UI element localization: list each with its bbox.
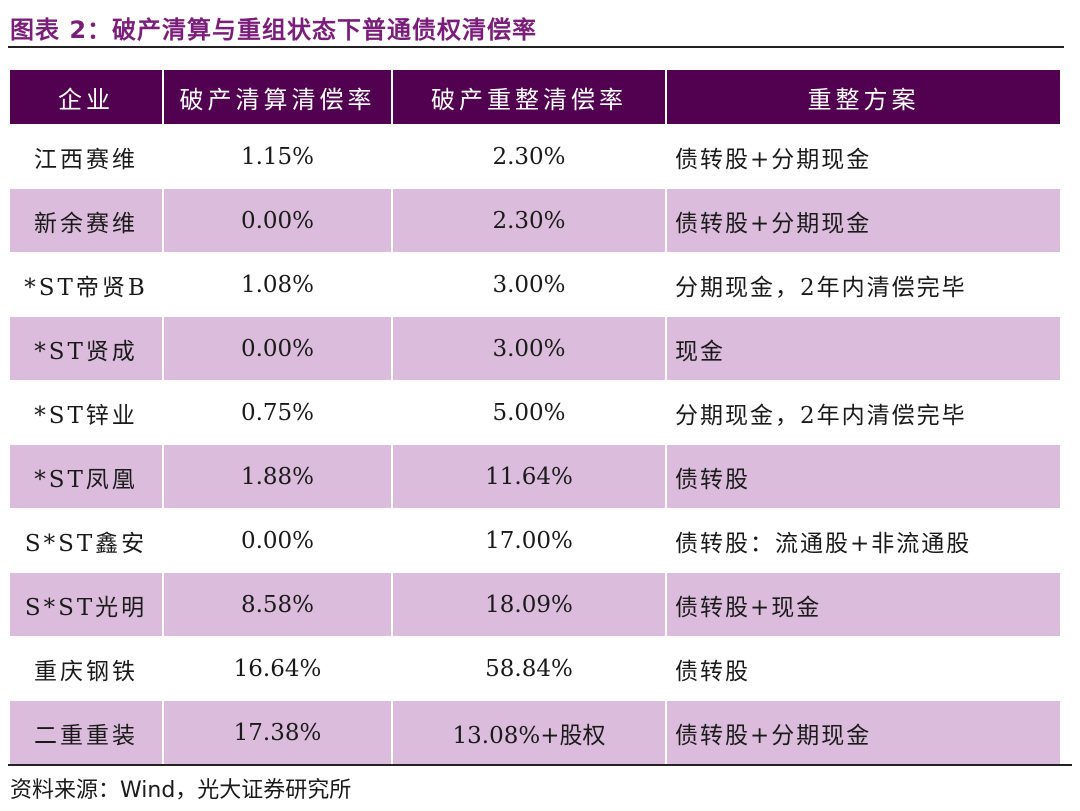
- company-cell: 江西赛维: [10, 124, 162, 188]
- source-note: 资料来源：Wind，光大证券研究所: [10, 778, 352, 803]
- company-cell: *ST锌业: [10, 380, 162, 444]
- header-company: 企业: [10, 70, 162, 124]
- table-row: 二重重装 17.38% 13.08%+股权 债转股+分期现金: [10, 700, 1060, 764]
- liquidation-rate-cell: 0.00%: [164, 188, 391, 252]
- plan-cell: 债转股+分期现金: [667, 124, 1060, 188]
- footer-divider: [8, 764, 1072, 766]
- liquidation-rate-cell: 0.00%: [164, 508, 391, 572]
- company-cell: S*ST光明: [10, 572, 162, 636]
- table-row: 重庆钢铁 16.64% 58.84% 债转股: [10, 636, 1060, 700]
- reorganization-rate-cell: 58.84%: [393, 636, 665, 700]
- company-cell: *ST凤凰: [10, 444, 162, 508]
- liquidation-rate-cell: 16.64%: [164, 636, 391, 700]
- header-reorganization-rate: 破产重整清偿率: [393, 70, 665, 124]
- liquidation-rate-cell: 8.58%: [164, 572, 391, 636]
- liquidation-rate-cell: 0.00%: [164, 316, 391, 380]
- company-cell: *ST贤成: [10, 316, 162, 380]
- header-liquidation-rate: 破产清算清偿率: [164, 70, 391, 124]
- liquidation-rate-cell: 0.75%: [164, 380, 391, 444]
- table-row: *ST锌业 0.75% 5.00% 分期现金，2年内清偿完毕: [10, 380, 1060, 444]
- company-cell: 重庆钢铁: [10, 636, 162, 700]
- plan-cell: 债转股+现金: [667, 572, 1060, 636]
- table-row: S*ST鑫安 0.00% 17.00% 债转股：流通股+非流通股: [10, 508, 1060, 572]
- plan-cell: 债转股+分期现金: [667, 188, 1060, 252]
- title-divider: [8, 46, 1064, 48]
- table-row: S*ST光明 8.58% 18.09% 债转股+现金: [10, 572, 1060, 636]
- company-cell: 新余赛维: [10, 188, 162, 252]
- header-plan: 重整方案: [667, 70, 1060, 124]
- reorganization-rate-cell: 13.08%+股权: [393, 700, 665, 764]
- plan-cell: 现金: [667, 316, 1060, 380]
- plan-cell: 债转股：流通股+非流通股: [667, 508, 1060, 572]
- table-row: *ST帝贤B 1.08% 3.00% 分期现金，2年内清偿完毕: [10, 252, 1060, 316]
- liquidation-rate-cell: 17.38%: [164, 700, 391, 764]
- liquidation-rate-cell: 1.15%: [164, 124, 391, 188]
- plan-cell: 债转股: [667, 636, 1060, 700]
- plan-cell: 债转股+分期现金: [667, 700, 1060, 764]
- figure-title: 图表 2：破产清算与重组状态下普通债权清偿率: [10, 16, 538, 44]
- company-cell: S*ST鑫安: [10, 508, 162, 572]
- table-row: 江西赛维 1.15% 2.30% 债转股+分期现金: [10, 124, 1060, 188]
- table-row: *ST贤成 0.00% 3.00% 现金: [10, 316, 1060, 380]
- reorganization-rate-cell: 11.64%: [393, 444, 665, 508]
- reorganization-rate-cell: 17.00%: [393, 508, 665, 572]
- plan-cell: 债转股: [667, 444, 1060, 508]
- plan-cell: 分期现金，2年内清偿完毕: [667, 380, 1060, 444]
- table-header-row: 企业 破产清算清偿率 破产重整清偿率 重整方案: [10, 70, 1060, 124]
- reorganization-rate-cell: 2.30%: [393, 124, 665, 188]
- liquidation-rate-cell: 1.88%: [164, 444, 391, 508]
- reorganization-rate-cell: 2.30%: [393, 188, 665, 252]
- company-cell: 二重重装: [10, 700, 162, 764]
- table-row: *ST凤凰 1.88% 11.64% 债转股: [10, 444, 1060, 508]
- reorganization-rate-cell: 5.00%: [393, 380, 665, 444]
- company-cell: *ST帝贤B: [10, 252, 162, 316]
- table-row: 新余赛维 0.00% 2.30% 债转股+分期现金: [10, 188, 1060, 252]
- reorganization-rate-cell: 3.00%: [393, 316, 665, 380]
- reorganization-rate-cell: 3.00%: [393, 252, 665, 316]
- liquidation-rate-cell: 1.08%: [164, 252, 391, 316]
- recovery-rate-table: 企业 破产清算清偿率 破产重整清偿率 重整方案 江西赛维 1.15% 2.30% 债转…: [8, 70, 1062, 764]
- plan-cell: 分期现金，2年内清偿完毕: [667, 252, 1060, 316]
- reorganization-rate-cell: 18.09%: [393, 572, 665, 636]
